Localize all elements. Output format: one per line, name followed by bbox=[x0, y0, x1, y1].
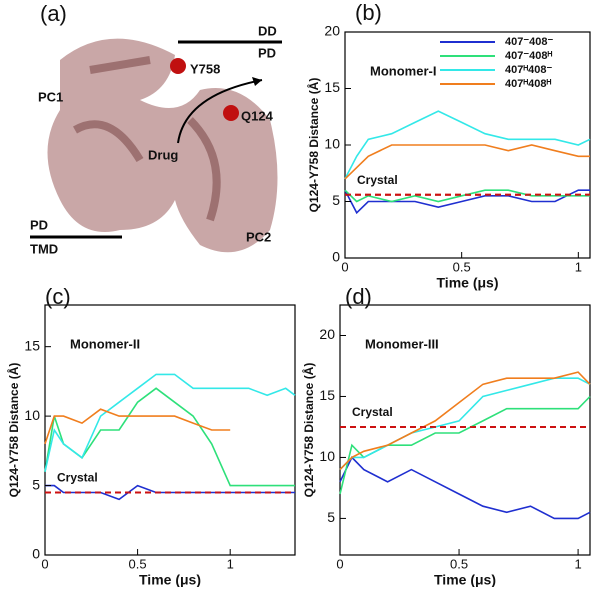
legend-label: 407⁻408ᴴ bbox=[505, 50, 553, 62]
legend-label: 407ᴴ408ᴴ bbox=[505, 78, 551, 90]
series-line bbox=[344, 144, 590, 180]
y-tick-label: 5 bbox=[332, 192, 340, 208]
structure-panel: (a) DD PD PC1 Y758 Q124 Drug PD TMD PC2 bbox=[30, 1, 282, 256]
x-tick-label: 1 bbox=[227, 556, 234, 571]
reference-label: Crystal bbox=[57, 471, 98, 485]
y-tick-label: 5 bbox=[327, 509, 335, 525]
y-tick-label: 15 bbox=[24, 337, 40, 353]
chart-title: Monomer-I bbox=[370, 63, 436, 78]
series-line bbox=[339, 371, 591, 471]
panel-label: (b) bbox=[355, 0, 382, 25]
annotation: PD bbox=[258, 45, 276, 60]
annotation: DD bbox=[258, 23, 277, 38]
x-axis-label: Time (μs) bbox=[139, 572, 201, 587]
x-axis-label: Time (μs) bbox=[437, 275, 499, 291]
y-axis-label: Q124-Y758 Distance (Å) bbox=[301, 363, 316, 498]
chart-title: Monomer-II bbox=[70, 336, 140, 351]
annotation: PC2 bbox=[246, 229, 271, 244]
plot-frame bbox=[44, 304, 296, 556]
y-tick-label: 0 bbox=[332, 249, 340, 265]
annotation: Q124 bbox=[241, 108, 274, 123]
y-axis-label: Q124-Y758 Distance (Å) bbox=[6, 363, 21, 498]
x-tick-label: 1 bbox=[574, 556, 581, 571]
chart-title: Monomer-III bbox=[365, 336, 439, 351]
residue-sphere bbox=[223, 105, 239, 121]
y-tick-label: 10 bbox=[319, 448, 335, 464]
x-tick-label: 0.5 bbox=[453, 259, 471, 274]
plot-frame bbox=[339, 304, 591, 556]
series-line bbox=[344, 189, 590, 203]
x-tick-label: 0.5 bbox=[129, 556, 147, 571]
x-tick-label: 0.5 bbox=[450, 556, 468, 571]
y-tick-label: 10 bbox=[324, 136, 340, 152]
y-axis-label: Q124-Y758 Distance (Å) bbox=[306, 78, 321, 213]
x-tick-label: 0 bbox=[41, 556, 48, 571]
drug-arrow bbox=[177, 79, 263, 144]
y-tick-label: 15 bbox=[319, 387, 335, 403]
series-line bbox=[339, 377, 591, 471]
panel-label: (d) bbox=[345, 284, 372, 309]
legend-label: 407ᴴ408⁻ bbox=[505, 64, 552, 76]
x-axis-label: Time (μs) bbox=[434, 572, 496, 587]
panel-label: (c) bbox=[45, 284, 71, 309]
annotation: PC1 bbox=[38, 89, 63, 104]
legend-label: 407⁻408⁻ bbox=[505, 36, 554, 48]
y-tick-label: 20 bbox=[324, 23, 340, 39]
y-tick-label: 20 bbox=[319, 326, 335, 342]
y-tick-label: 5 bbox=[32, 476, 40, 492]
series-line bbox=[44, 408, 231, 445]
annotation: PD bbox=[30, 217, 48, 232]
y-tick-label: 0 bbox=[32, 546, 40, 562]
series-line bbox=[44, 373, 296, 472]
x-tick-label: 0 bbox=[341, 259, 348, 274]
series-line bbox=[344, 189, 590, 215]
protein-cartoon bbox=[47, 38, 278, 253]
series-line bbox=[339, 456, 591, 520]
reference-label: Crystal bbox=[352, 405, 393, 419]
arrow-head bbox=[252, 77, 262, 86]
x-tick-label: 0 bbox=[336, 556, 343, 571]
residue-sphere bbox=[170, 58, 186, 74]
reference-label: Crystal bbox=[357, 173, 398, 187]
annotation: Y758 bbox=[190, 61, 220, 76]
protein-strands bbox=[73, 56, 221, 222]
y-tick-label: 10 bbox=[24, 407, 40, 423]
y-tick-label: 15 bbox=[324, 79, 340, 95]
series-line bbox=[344, 110, 591, 180]
x-tick-label: 1 bbox=[575, 259, 582, 274]
panel-label: (a) bbox=[40, 1, 67, 26]
annotation: TMD bbox=[30, 241, 58, 256]
annotation: Drug bbox=[148, 147, 178, 162]
